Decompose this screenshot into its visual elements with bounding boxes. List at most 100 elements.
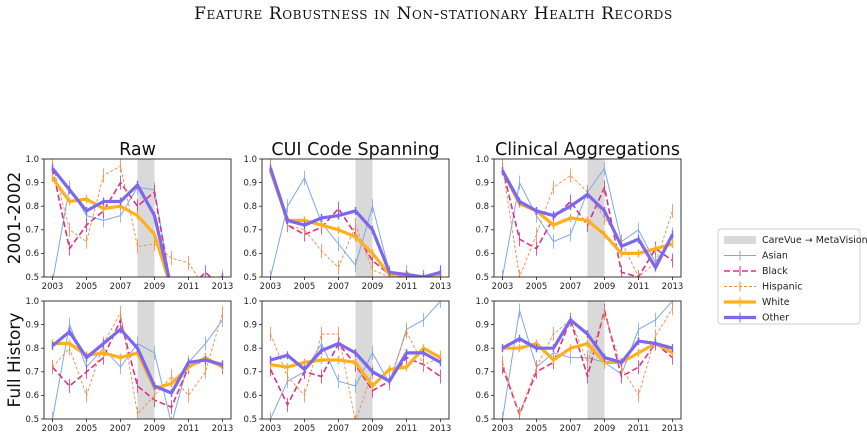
plot-area: [269, 301, 442, 419]
y-tick-label: 0.9: [243, 178, 257, 188]
panel-title: Raw: [119, 140, 156, 160]
y-tick-label: 0.5: [25, 273, 39, 283]
figure-title: Feature Robustness in Non-stationary Hea…: [194, 4, 673, 24]
x-tick-label: 2003: [260, 424, 282, 434]
axes-frame: [43, 300, 232, 420]
panel-1-3: 0.5 0.6 0.7 0.8 0.9 1.0 2003 2005 2007 2009 2011 20…: [475, 140, 683, 292]
panel-title: Clinical Aggregations: [495, 140, 680, 160]
x-tick-label: 2007: [560, 282, 582, 292]
x-tick-label: 2007: [110, 424, 132, 434]
y-tick-label: 0.7: [243, 226, 257, 236]
legend-label: White: [762, 297, 790, 308]
axes-frame: [261, 158, 450, 278]
x-tick-label: 2009: [594, 282, 616, 292]
plot-area: [51, 305, 224, 419]
legend-shade-swatch: [724, 236, 756, 244]
axes-frame: [493, 158, 682, 278]
legend-box: [717, 228, 861, 325]
y-tick-label: 0.7: [25, 368, 39, 378]
y-tick-label: 0.9: [25, 320, 39, 330]
axes-frame: [43, 158, 232, 278]
y-tick-label: 1.0: [25, 155, 39, 165]
series-line-black: [51, 319, 223, 408]
y-tick-label: 1.0: [243, 155, 257, 165]
row-label: 2001-2002: [5, 172, 25, 265]
x-tick-label: 2003: [260, 282, 282, 292]
y-tick-label: 1.0: [475, 155, 489, 165]
series-line-hispanic: [52, 163, 199, 277]
y-tick-label: 0.7: [25, 226, 39, 236]
transition-shade: [137, 159, 155, 277]
y-tick-label: 1.0: [25, 297, 39, 307]
x-tick-label: 2011: [178, 424, 200, 434]
x-tick-label: 2005: [526, 424, 548, 434]
y-tick-label: 0.6: [243, 249, 257, 259]
y-tick-label: 0.9: [475, 178, 489, 188]
y-tick-label: 0.6: [25, 249, 39, 259]
y-tick-label: 0.6: [243, 391, 257, 401]
legend: CareVue → MetaVision Asian Black Hispanic Wh…: [717, 228, 867, 325]
y-tick-label: 0.5: [243, 415, 257, 425]
y-tick-label: 0.6: [475, 249, 489, 259]
series-line-hispanic: [502, 307, 673, 415]
legend-label: Hispanic: [762, 282, 802, 293]
axes-frame: [493, 300, 682, 420]
y-tick-label: 0.7: [243, 368, 257, 378]
plot-area: [268, 159, 442, 277]
x-tick-label: 2013: [430, 282, 452, 292]
x-tick-label: 2013: [662, 282, 684, 292]
y-tick-label: 0.6: [475, 391, 489, 401]
x-tick-label: 2009: [594, 424, 616, 434]
x-tick-label: 2009: [144, 282, 166, 292]
y-tick-label: 1.0: [475, 297, 489, 307]
x-tick-label: 2005: [76, 424, 98, 434]
panel-1-1: 0.5 0.6 0.7 0.8 0.9 1.0 2003 2005 2007 2009 2011 20…: [5, 140, 234, 292]
x-tick-label: 2003: [492, 282, 514, 292]
legend-label: Other: [762, 313, 789, 324]
y-tick-label: 0.8: [243, 202, 257, 212]
x-tick-label: 2011: [396, 424, 418, 434]
x-tick-label: 2009: [362, 424, 384, 434]
y-tick-label: 0.9: [243, 320, 257, 330]
x-tick-label: 2007: [560, 424, 582, 434]
legend-label: Black: [762, 266, 788, 277]
y-tick-label: 0.7: [475, 226, 489, 236]
panel-1-2: 0.5 0.6 0.7 0.8 0.9 1.0 2003 2005 2007 2009 2011 20…: [243, 140, 451, 292]
x-tick-label: 2011: [396, 282, 418, 292]
series-line-black: [51, 168, 212, 277]
panel-title: CUI Code Spanning: [271, 140, 439, 160]
y-tick-label: 0.7: [475, 368, 489, 378]
x-tick-label: 2007: [110, 282, 132, 292]
y-tick-label: 0.8: [475, 344, 489, 354]
x-tick-label: 2009: [362, 282, 384, 292]
x-tick-label: 2003: [42, 282, 64, 292]
y-tick-label: 0.6: [25, 391, 39, 401]
y-tick-label: 0.5: [25, 415, 39, 425]
panel-2-3: 0.5 0.6 0.7 0.8 0.9 1.0 2003 2005 2007 2009 2011 20…: [475, 297, 683, 434]
x-tick-label: 2013: [212, 424, 234, 434]
axes-frame: [261, 300, 450, 420]
y-tick-label: 0.8: [25, 202, 39, 212]
y-tick-label: 0.9: [475, 320, 489, 330]
y-tick-label: 1.0: [243, 297, 257, 307]
plot-area: [501, 301, 674, 419]
y-tick-label: 0.8: [243, 344, 257, 354]
y-tick-label: 0.9: [25, 178, 39, 188]
x-tick-label: 2013: [212, 282, 234, 292]
x-tick-label: 2013: [430, 424, 452, 434]
x-tick-label: 2005: [76, 282, 98, 292]
x-tick-label: 2011: [628, 424, 650, 434]
y-tick-label: 0.8: [25, 344, 39, 354]
y-tick-label: 0.5: [475, 415, 489, 425]
x-tick-label: 2009: [144, 424, 166, 434]
x-tick-label: 2003: [42, 424, 64, 434]
x-tick-label: 2011: [628, 282, 650, 292]
panel-2-1: 0.5 0.6 0.7 0.8 0.9 1.0 2003 2005 2007 2009 2011 20…: [5, 297, 233, 434]
panel-2-2: 0.5 0.6 0.7 0.8 0.9 1.0 2003 2005 2007 2009 2011 20…: [243, 297, 452, 434]
x-tick-label: 2003: [492, 424, 514, 434]
transition-shade: [587, 159, 605, 277]
x-tick-label: 2011: [178, 282, 200, 292]
x-tick-label: 2005: [294, 282, 316, 292]
x-tick-label: 2005: [526, 282, 548, 292]
